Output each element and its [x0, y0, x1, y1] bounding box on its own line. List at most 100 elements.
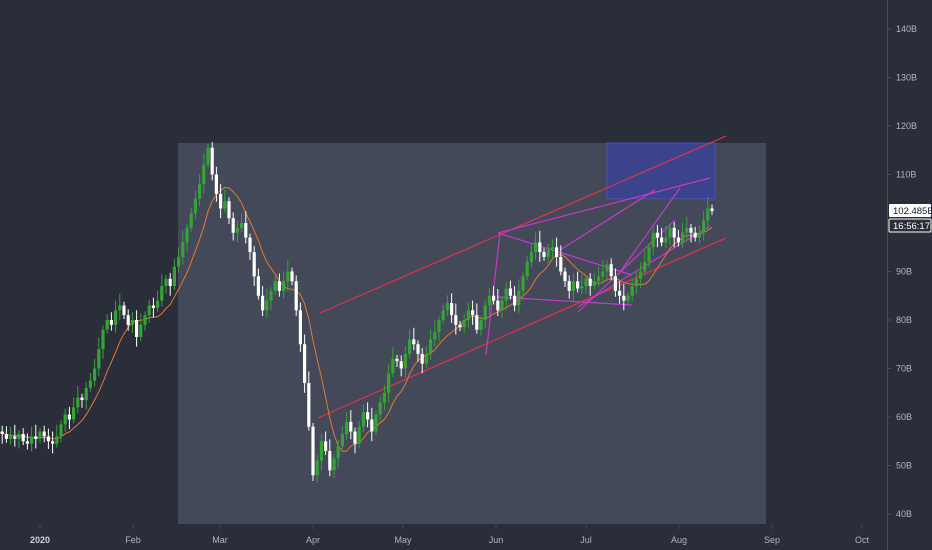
- time-tick-label: Oct: [855, 535, 870, 545]
- candle-body: [500, 300, 504, 311]
- candle: [462, 314, 466, 334]
- candle: [88, 372, 92, 392]
- candle-body: [672, 227, 676, 238]
- candle: [307, 371, 311, 431]
- candle-body: [244, 223, 248, 238]
- candle: [550, 239, 554, 258]
- trendline-10[interactable]: [619, 187, 681, 273]
- trendline-2[interactable]: [317, 237, 727, 419]
- candle: [38, 427, 42, 443]
- candle-body: [630, 286, 634, 296]
- candle-body: [97, 349, 101, 369]
- candle-body: [496, 300, 500, 311]
- candle-body: [214, 174, 218, 194]
- candle: [244, 211, 248, 244]
- candle-body: [319, 441, 323, 461]
- candle: [9, 426, 13, 445]
- candle-body: [626, 295, 630, 301]
- trendline-1[interactable]: [319, 135, 727, 314]
- candle: [601, 259, 605, 285]
- candle-body: [492, 295, 496, 301]
- candle: [471, 300, 475, 325]
- candle-body: [290, 271, 294, 282]
- candle-body: [147, 305, 151, 316]
- candle-body: [88, 380, 92, 388]
- candle: [445, 295, 449, 317]
- candle-body: [59, 424, 63, 437]
- candle-body: [601, 271, 605, 277]
- candle: [181, 230, 185, 265]
- candle: [496, 288, 500, 317]
- candle: [576, 271, 580, 293]
- candle-body: [172, 266, 176, 287]
- candle-body: [479, 320, 483, 330]
- candle: [273, 275, 277, 295]
- candle-body: [613, 276, 617, 291]
- trendline-7[interactable]: [559, 189, 656, 251]
- candle: [353, 427, 357, 454]
- candle: [370, 407, 374, 442]
- candle-body: [151, 305, 155, 308]
- candle: [420, 348, 424, 374]
- candle-body: [538, 242, 542, 253]
- candle: [588, 272, 592, 296]
- candle-body: [403, 353, 407, 369]
- candle: [101, 325, 105, 359]
- trendline-3[interactable]: [497, 177, 711, 234]
- candle-body: [567, 281, 571, 291]
- candle-body: [706, 208, 710, 221]
- candle-body: [101, 329, 105, 350]
- price-tick-label: 120B: [896, 121, 917, 131]
- candle-body: [311, 426, 315, 476]
- candle: [374, 410, 378, 436]
- trendline-6[interactable]: [485, 232, 501, 356]
- candle-body: [55, 436, 59, 444]
- candle-body: [576, 281, 580, 289]
- candle: [706, 196, 710, 231]
- candle-body: [693, 232, 697, 238]
- candle: [647, 243, 651, 268]
- candle: [164, 274, 168, 294]
- candle: [513, 286, 517, 312]
- candle-body: [126, 315, 130, 325]
- candle: [294, 275, 298, 317]
- candle-body: [357, 426, 361, 444]
- candle: [286, 259, 290, 291]
- candle: [235, 220, 239, 243]
- candle: [500, 296, 504, 319]
- price-labels: 102.485B 16:56:17: [888, 204, 932, 233]
- candle-body: [475, 315, 479, 330]
- candle: [466, 302, 470, 328]
- candle: [487, 287, 491, 316]
- candle-body: [219, 193, 223, 209]
- candle-body: [454, 315, 458, 325]
- candle-body: [332, 458, 336, 471]
- candle-body: [118, 305, 122, 311]
- price-tick-label: 140B: [896, 24, 917, 34]
- candle: [332, 454, 336, 479]
- candle-body: [483, 305, 487, 320]
- candle-body: [660, 237, 664, 243]
- candle: [328, 439, 332, 477]
- candle-body: [4, 433, 8, 439]
- candle: [290, 267, 294, 286]
- candle-body: [639, 271, 643, 279]
- candle: [109, 312, 113, 331]
- candle: [458, 320, 462, 332]
- candle: [349, 410, 353, 440]
- candle: [597, 266, 601, 288]
- candle-body: [664, 237, 668, 243]
- candle: [475, 303, 479, 334]
- candle-body: [340, 433, 344, 447]
- candle: [563, 267, 567, 288]
- time-tick-label: Apr: [306, 535, 320, 545]
- candle: [122, 301, 126, 320]
- candle-body: [261, 295, 265, 311]
- candle-body: [84, 387, 88, 401]
- candle-body: [643, 261, 647, 272]
- candle-body: [597, 276, 601, 282]
- candle-body: [563, 271, 567, 282]
- shaded-range-main: [178, 142, 766, 524]
- candle-body: [513, 295, 517, 306]
